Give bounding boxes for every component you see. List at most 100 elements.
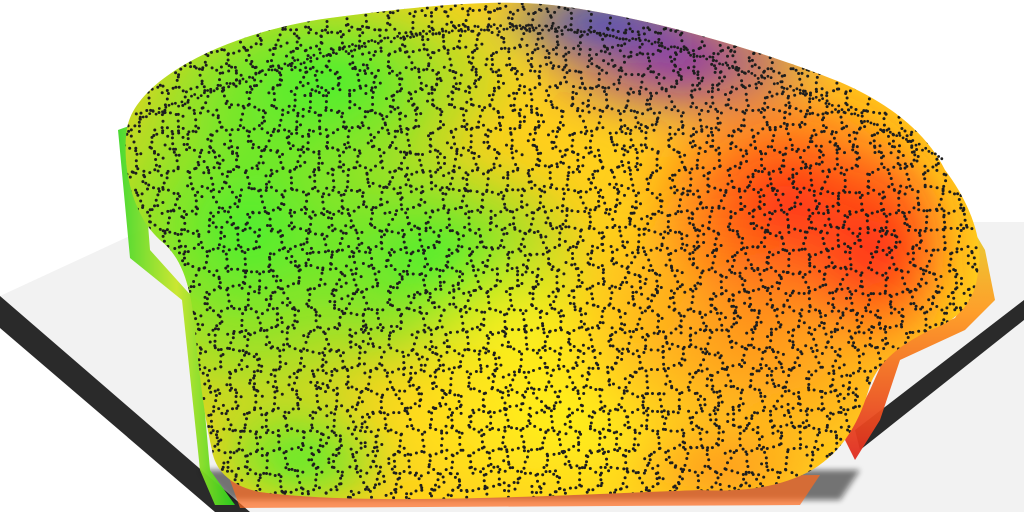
vertex-dot [228, 185, 232, 189]
vertex-dot [525, 104, 529, 108]
vertex-dot [711, 25, 715, 28]
vertex-dot [288, 169, 292, 173]
vertex-dot [510, 17, 514, 21]
vertex-dot [341, 169, 345, 173]
vertex-dot [789, 26, 793, 30]
vertex-dot [505, 208, 509, 212]
vertex-dot [406, 138, 410, 142]
vertex-dot [189, 285, 193, 289]
vertex-dot [396, 231, 400, 235]
vertex-dot [712, 18, 716, 22]
vertex-dot [962, 11, 966, 15]
vertex-dot [457, 166, 461, 170]
vertex-dot [726, 54, 729, 58]
vertex-dot [947, 87, 951, 91]
vertex-dot [625, 10, 629, 14]
vertex-dot [125, 104, 129, 108]
vertex-dot [903, 192, 907, 196]
vertex-dot [974, 110, 978, 114]
vertex-dot [947, 211, 951, 215]
vertex-dot [779, 125, 783, 129]
vertex-dot [281, 167, 285, 170]
vertex-dot [542, 205, 546, 209]
vertex-dot [425, 48, 429, 52]
vertex-dot [293, 210, 297, 214]
vertex-dot [128, 175, 132, 179]
vertex-dot [818, 269, 821, 273]
vertex-dot [462, 119, 466, 122]
vertex-dot [565, 183, 569, 187]
vertex-dot [295, 34, 299, 38]
vertex-dot [772, 187, 776, 191]
vertex-dot [157, 111, 161, 114]
vertex-dot [577, 3, 581, 7]
vertex-dot [897, 2, 901, 6]
vertex-dot [168, 147, 172, 151]
vertex-dot [965, 225, 969, 229]
vertex-dot [520, 73, 524, 76]
vertex-dot [619, 66, 623, 70]
vertex-dot [618, 201, 622, 205]
vertex-dot [688, 28, 691, 32]
vertex-dot [926, 169, 930, 173]
vertex-dot [532, 28, 536, 32]
vertex-dot [810, 183, 814, 187]
vertex-dot [718, 33, 722, 37]
vertex-dot [927, 64, 931, 68]
vertex-dot [379, 154, 383, 158]
vertex-dot [765, 260, 769, 264]
vertex-dot [263, 206, 267, 210]
vertex-dot [348, 62, 352, 66]
vertex-dot [450, 266, 454, 270]
vertex-dot [698, 202, 702, 206]
vertex-dot [210, 66, 214, 70]
vertex-dot [446, 94, 450, 98]
vertex-dot [305, 252, 309, 255]
vertex-dot [531, 270, 534, 274]
vertex-dot [837, 36, 841, 40]
vertex-dot [361, 63, 365, 67]
vertex-dot [500, 47, 503, 51]
vertex-dot [305, 240, 309, 244]
vertex-dot [218, 120, 222, 124]
vertex-dot [318, 6, 322, 10]
vertex-dot [785, 212, 789, 216]
vertex-dot [178, 194, 182, 198]
vertex-dot [836, 144, 840, 148]
vertex-dot [423, 14, 427, 17]
vertex-dot [668, 176, 672, 180]
vertex-dot [893, 234, 897, 238]
vertex-dot [505, 63, 509, 67]
vertex-dot [541, 241, 545, 245]
vertex-dot [361, 52, 365, 56]
vertex-dot [250, 60, 254, 63]
vertex-dot [558, 231, 562, 235]
vertex-dot [155, 132, 159, 136]
vertex-dot [844, 23, 848, 27]
vertex-dot [707, 90, 710, 94]
vertex-dot [728, 167, 732, 171]
vertex-dot [912, 104, 916, 108]
vertex-dot [564, 219, 568, 223]
vertex-dot [941, 147, 945, 151]
vertex-dot [247, 186, 251, 190]
vertex-dot [328, 68, 332, 72]
vertex-dot [452, 135, 455, 139]
vertex-dot [377, 28, 381, 32]
vertex-dot [182, 143, 186, 146]
vertex-dot [825, 91, 829, 95]
vertex-dot [818, 45, 822, 49]
vertex-dot [751, 14, 754, 18]
vertex-dot [549, 15, 553, 19]
vertex-dot [762, 115, 766, 119]
vertex-dot [745, 152, 749, 156]
vertex-dot [207, 230, 211, 234]
vertex-dot [539, 8, 543, 12]
vertex-dot [972, 10, 976, 14]
vertex-dot [633, 273, 637, 277]
vertex-dot [471, 9, 475, 12]
vertex-dot [621, 5, 625, 9]
vertex-dot [800, 83, 804, 87]
vertex-dot [364, 13, 368, 17]
vertex-dot [216, 161, 219, 165]
